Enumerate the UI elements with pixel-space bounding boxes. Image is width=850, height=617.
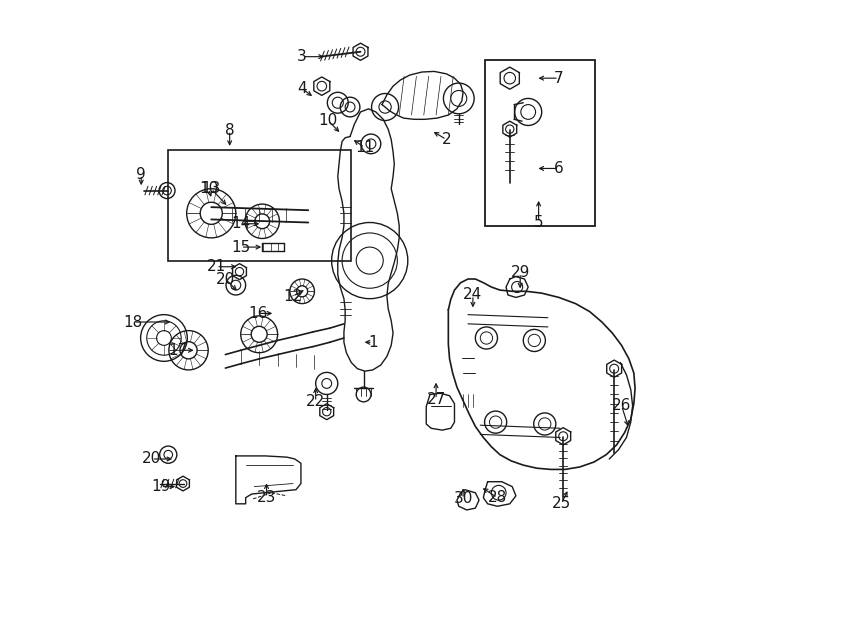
Bar: [485, 60, 594, 226]
Text: 28: 28: [488, 490, 507, 505]
Text: 11: 11: [355, 140, 375, 155]
Text: 14: 14: [231, 216, 251, 231]
Bar: [168, 150, 351, 260]
Text: 18: 18: [123, 315, 143, 329]
Text: 7: 7: [554, 71, 564, 86]
Text: 27: 27: [427, 392, 445, 407]
Text: 15: 15: [231, 239, 251, 255]
Text: 22: 22: [306, 394, 326, 409]
Text: 25: 25: [552, 496, 571, 511]
Text: 9: 9: [136, 167, 146, 182]
Text: 3: 3: [298, 49, 307, 64]
Text: 6: 6: [554, 161, 564, 176]
Text: 20: 20: [216, 271, 235, 286]
Text: 2: 2: [442, 132, 451, 147]
Text: 26: 26: [612, 398, 632, 413]
Text: 5: 5: [534, 215, 543, 230]
Text: 12: 12: [283, 289, 303, 304]
Text: 19: 19: [151, 479, 171, 494]
Text: 16: 16: [248, 306, 268, 321]
Text: 23: 23: [257, 490, 276, 505]
Text: 1: 1: [368, 335, 377, 350]
Text: 8: 8: [225, 123, 235, 138]
Text: 13: 13: [201, 181, 221, 196]
Text: 24: 24: [463, 288, 483, 302]
Text: 4: 4: [298, 81, 307, 96]
Text: 21: 21: [207, 259, 226, 274]
Text: 17: 17: [168, 343, 188, 358]
Text: 20: 20: [142, 452, 162, 466]
Text: 29: 29: [511, 265, 530, 280]
Text: 30: 30: [453, 491, 473, 507]
Text: 10: 10: [319, 113, 337, 128]
Text: 10: 10: [199, 181, 218, 196]
